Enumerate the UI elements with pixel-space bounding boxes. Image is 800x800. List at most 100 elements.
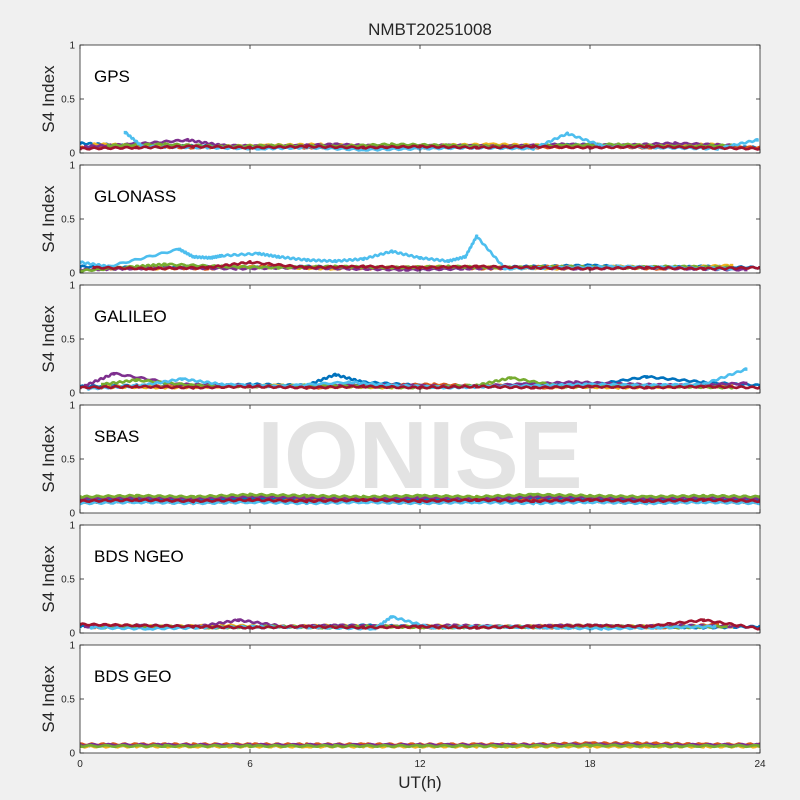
panel-glonass: 0 0.5 1 GLONASS S4 Index [39, 161, 761, 280]
data-point [503, 267, 507, 271]
data-point [418, 499, 422, 503]
data-point [390, 249, 394, 253]
data-point [701, 500, 705, 504]
y-axis-label: S4 Index [39, 305, 58, 373]
data-point [418, 494, 422, 498]
data-point [531, 495, 535, 499]
data-point [673, 744, 677, 748]
data-point [475, 146, 479, 150]
data-point [701, 496, 705, 500]
y-axis-label: S4 Index [39, 545, 58, 613]
data-point [446, 259, 450, 263]
y-axis-label: S4 Index [39, 425, 58, 493]
y-tick-label: 0 [69, 629, 75, 640]
data-point [724, 624, 728, 629]
data-point [645, 495, 649, 499]
data-point [135, 496, 139, 500]
marks [80, 234, 760, 273]
data-point [135, 500, 139, 504]
data-point [645, 383, 649, 388]
y-axis-label: S4 Index [39, 185, 58, 253]
y-tick-label: 0 [69, 749, 75, 760]
data-point [645, 375, 649, 379]
data-point [333, 373, 337, 377]
data-point [475, 384, 479, 389]
y-tick-label: 1 [69, 281, 75, 292]
marks [80, 130, 760, 152]
data-point [80, 260, 82, 264]
data-point [361, 148, 365, 152]
data-point [80, 499, 82, 503]
data-point [758, 147, 760, 151]
data-point [755, 138, 759, 142]
y-tick-label: 1 [69, 521, 75, 532]
y-tick-label: 0.5 [61, 695, 75, 706]
data-point [418, 144, 422, 149]
data-point [758, 495, 760, 499]
data-point [333, 259, 337, 263]
data-point [191, 495, 195, 499]
data-point [758, 744, 760, 748]
data-point [180, 377, 184, 381]
panel-label: BDS GEO [94, 667, 171, 686]
data-point [475, 264, 479, 269]
data-point [715, 622, 720, 626]
data-point [701, 146, 705, 150]
data-point [701, 618, 705, 622]
panel-sbas: 0 0.5 1 SBAS S4 Index [39, 401, 761, 520]
data-point [489, 142, 493, 146]
y-tick-label: 0 [69, 389, 75, 400]
marks [80, 367, 760, 391]
data-point [418, 624, 422, 629]
data-point [135, 494, 139, 498]
data-point [84, 144, 88, 149]
data-point [305, 258, 309, 262]
data-point [390, 615, 394, 619]
data-point [305, 624, 309, 629]
data-point [106, 143, 110, 148]
data-point [758, 499, 760, 503]
panel-label: GALILEO [94, 307, 167, 326]
data-point [248, 493, 252, 497]
data-point [701, 384, 705, 389]
data-point [475, 495, 479, 499]
data-point [645, 624, 649, 629]
data-point [446, 143, 450, 148]
data-point [191, 255, 195, 259]
data-point [531, 493, 535, 497]
data-point [276, 255, 280, 259]
data-point [248, 384, 252, 389]
y-tick-label: 0 [69, 149, 75, 160]
data-point [80, 147, 82, 151]
data-point [463, 255, 467, 259]
data-point [149, 267, 153, 271]
data-point [92, 266, 96, 270]
data-point [418, 744, 422, 748]
data-point [588, 496, 592, 500]
data-point [531, 499, 535, 503]
data-point [475, 498, 479, 502]
data-point [701, 494, 705, 498]
data-point [645, 144, 649, 149]
data-point [305, 499, 309, 503]
data-point [80, 495, 82, 499]
data-point [135, 146, 139, 150]
y-tick-label: 0 [69, 269, 75, 280]
data-point [744, 367, 748, 371]
data-point [588, 623, 592, 628]
data-point [129, 142, 133, 146]
data-point [186, 138, 190, 142]
data-point [89, 626, 93, 630]
y-tick-label: 0.5 [61, 95, 75, 106]
data-point [80, 624, 82, 629]
data-point [191, 497, 195, 501]
data-point [588, 500, 592, 504]
data-point [163, 744, 167, 748]
data-point [347, 380, 351, 384]
data-point [701, 498, 705, 502]
data-point [248, 146, 252, 150]
data-point [599, 627, 603, 631]
data-point [84, 624, 88, 629]
data-point [234, 267, 238, 271]
panel-galileo: 0 0.5 1 GALILEO S4 Index [39, 281, 761, 400]
